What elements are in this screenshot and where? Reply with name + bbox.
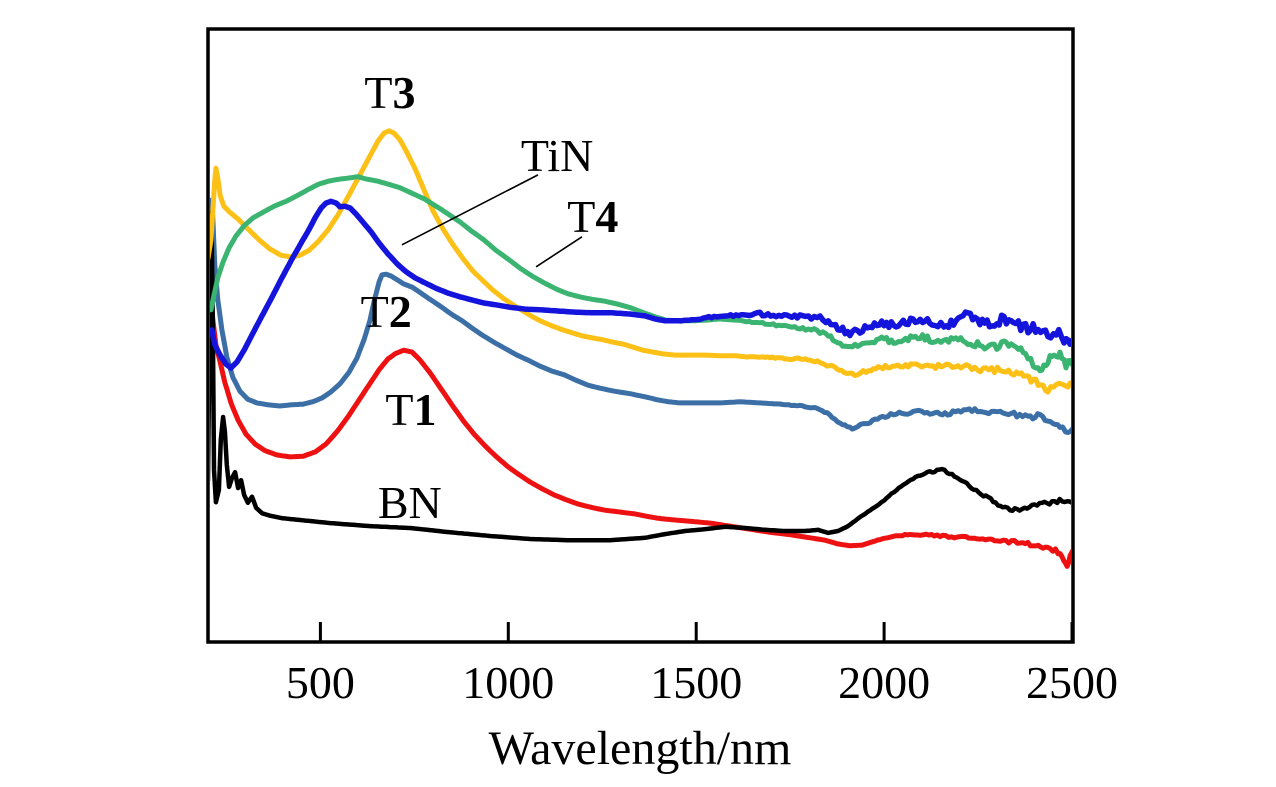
curve-label-T1: T1	[385, 384, 436, 435]
curve-label-T4: T4	[567, 191, 618, 242]
x-tick-label-2000: 2000	[838, 657, 930, 708]
curve-label-T3: T3	[364, 67, 415, 118]
x-axis-label: Wavelength/nm	[489, 722, 792, 775]
annotation-leader-1	[535, 236, 583, 268]
series-line-TiN	[210, 198, 1071, 371]
curve-label-TiN: TiN	[521, 130, 593, 181]
series-group	[210, 128, 1071, 569]
series-line-T3	[210, 128, 1071, 395]
annotation-leader-0	[401, 174, 539, 246]
x-tick-label-1500: 1500	[650, 657, 742, 708]
curve-label-BN: BN	[378, 477, 442, 528]
series-line-T1	[210, 297, 1071, 569]
plot-border	[206, 27, 1075, 644]
x-tick-label-500: 500	[286, 657, 355, 708]
series-line-T4	[210, 174, 1071, 374]
curve-label-T2: T2	[361, 286, 412, 337]
series-line-T2	[210, 197, 1071, 435]
series-line-BN	[210, 210, 1071, 543]
x-tick-label-2500: 2500	[1026, 657, 1118, 708]
x-tick-label-1000: 1000	[462, 657, 554, 708]
